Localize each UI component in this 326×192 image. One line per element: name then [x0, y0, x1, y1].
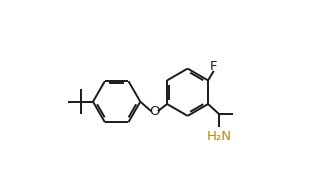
Text: H₂N: H₂N [207, 130, 232, 143]
Text: O: O [149, 105, 160, 118]
Text: F: F [210, 60, 217, 73]
